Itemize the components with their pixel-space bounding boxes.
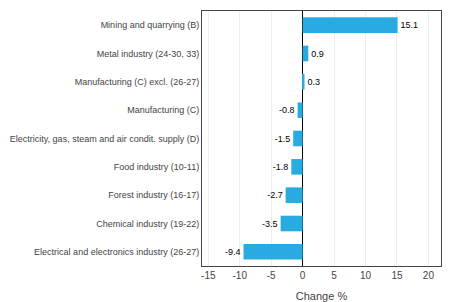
svg-text:Metal industry (24-30, 33): Metal industry (24-30, 33) [97,49,200,59]
svg-text:0: 0 [300,270,306,281]
svg-text:-1.8: -1.8 [273,162,289,172]
svg-text:20: 20 [423,270,435,281]
svg-text:Electrical and electronics ind: Electrical and electronics industry (26-… [34,247,199,257]
svg-text:15: 15 [391,270,403,281]
svg-text:5: 5 [331,270,337,281]
svg-text:Forest industry (16-17): Forest industry (16-17) [108,190,199,200]
svg-text:Electricity, gas, steam and ai: Electricity, gas, steam and air condit. … [10,134,199,144]
svg-text:Manufacturing (C): Manufacturing (C) [127,105,199,115]
svg-text:Change %: Change % [296,290,348,302]
svg-text:0.9: 0.9 [311,49,324,59]
svg-text:-15: -15 [201,270,216,281]
svg-text:-9.4: -9.4 [225,247,241,257]
svg-text:-5: -5 [267,270,276,281]
svg-text:10: 10 [360,270,372,281]
svg-text:Chemical industry (19-22): Chemical industry (19-22) [96,219,199,229]
svg-text:-3.5: -3.5 [262,219,278,229]
svg-text:-0.8: -0.8 [279,105,295,115]
svg-text:Mining and quarrying (B): Mining and quarrying (B) [101,20,200,30]
svg-text:0.3: 0.3 [308,77,321,87]
svg-text:Food industry (10-11): Food industry (10-11) [114,162,199,172]
svg-text:-1.5: -1.5 [275,134,291,144]
svg-text:-2.7: -2.7 [267,190,283,200]
svg-text:Manufacturing (C) excl. (26-27: Manufacturing (C) excl. (26-27) [75,77,200,87]
svg-text:-10: -10 [233,270,248,281]
svg-text:15.1: 15.1 [401,20,419,30]
